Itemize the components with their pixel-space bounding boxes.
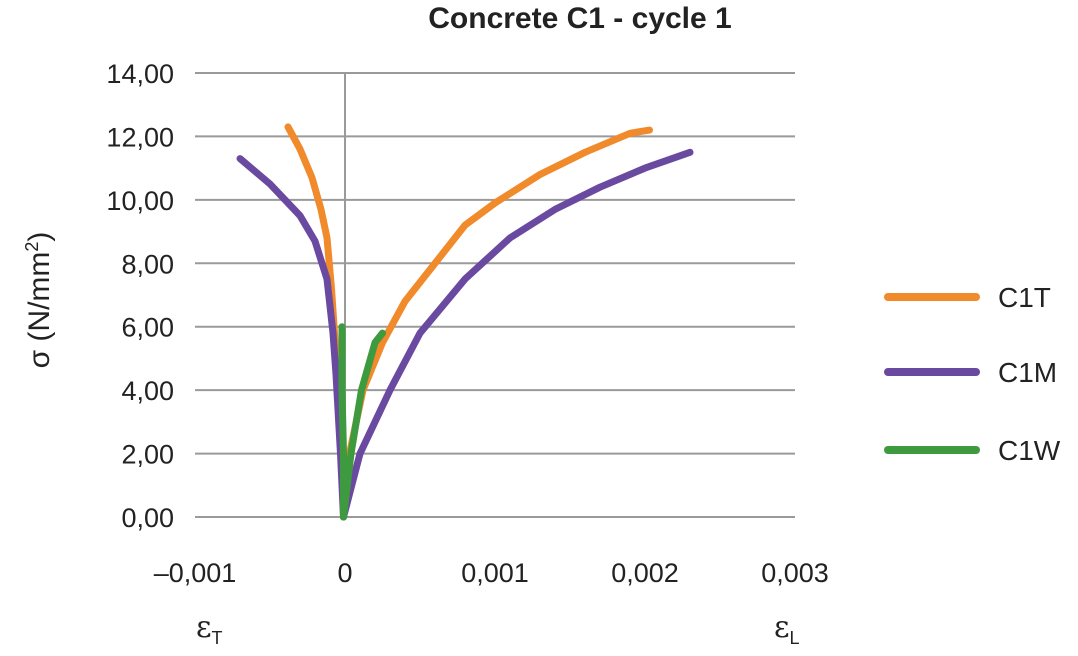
x-tick-label-2: 0,001 [461,558,529,588]
series-c1w-branch-transverse [338,323,347,521]
epsilon-l-symbol: ε [774,610,790,645]
x-tick-label-4: 0,003 [761,558,829,588]
y-tick-label-1: 2,00 [121,440,174,470]
y-tick-label-2: 4,00 [121,376,174,406]
x-tick-label-1: 0 [337,558,352,588]
x-axis-label-transverse: εT [196,610,223,649]
series-c1m-branch-transverse [236,155,347,521]
series-c1m-branch-longitudinal [340,148,694,521]
x-tick-label-3: 0,002 [611,558,679,588]
y-tick-label-7: 14,00 [106,59,174,89]
legend-label-c1w: C1W [998,435,1061,466]
epsilon-l-subscript: L [789,628,800,648]
y-tick-label-0: 0,00 [121,503,174,533]
y-tick-label-5: 10,00 [106,186,174,216]
series-c1w-branch-longitudinal [340,329,386,521]
epsilon-t-symbol: ε [196,610,212,645]
y-tick-label-6: 12,00 [106,122,174,152]
legend-label-c1t: C1T [998,282,1051,313]
legend-label-c1m: C1M [998,357,1057,388]
y-tick-label-3: 6,00 [121,313,174,343]
chart-title: Concrete C1 - cycle 1 [428,2,732,35]
y-tick-label-4: 8,00 [121,249,174,279]
x-tick-label-0: –0,001 [154,558,237,588]
x-axis-label-longitudinal: εL [774,610,800,649]
epsilon-t-subscript: T [211,628,223,648]
